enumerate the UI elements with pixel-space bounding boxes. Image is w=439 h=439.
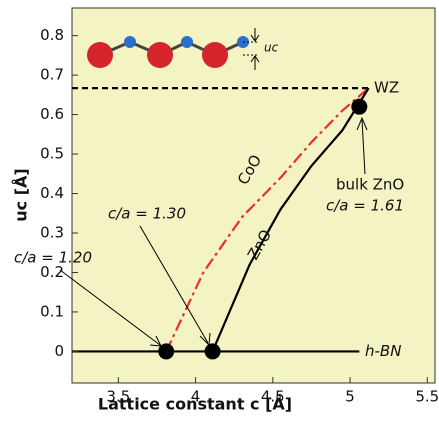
x-tick-label: 3.5 — [106, 388, 130, 406]
line-series — [211, 87, 370, 352]
point — [158, 343, 175, 360]
y-tick-label: 0 — [54, 342, 64, 360]
x-tick-label: 5 — [345, 388, 355, 406]
point — [204, 343, 221, 360]
x-tick-label: 4 — [191, 388, 201, 406]
line-series — [165, 87, 370, 352]
x-axis-label: Lattice constant c [Å] — [98, 395, 292, 414]
y-axis-label: uc [Å] — [12, 168, 31, 221]
arrow — [356, 116, 368, 175]
y-tick-label: 0.3 — [40, 224, 64, 242]
plot-area — [71, 7, 436, 384]
y-tick-label: 0.6 — [40, 105, 64, 123]
y-tick-label: 0.1 — [40, 302, 64, 320]
y-tick-label: 0.2 — [40, 263, 64, 281]
y-tick-label: 0.8 — [40, 26, 64, 44]
arrow — [59, 269, 162, 347]
annotation: c/a = 1.20 — [14, 249, 92, 267]
annotation: c/a = 1.61 — [326, 197, 404, 215]
inset-label: uc — [264, 41, 279, 55]
series-label: h-BN — [365, 342, 401, 360]
point — [351, 98, 368, 115]
series-label: WZ — [374, 79, 399, 97]
y-tick-label: 0.5 — [40, 145, 64, 163]
annotation: bulk ZnO — [336, 176, 404, 194]
y-tick-label: 0.7 — [40, 66, 64, 84]
annotation: c/a = 1.30 — [108, 205, 186, 223]
x-tick-label: 4.5 — [261, 388, 285, 406]
y-tick-label: 0.4 — [40, 184, 64, 202]
inset-structure — [87, 28, 260, 70]
plot — [72, 87, 370, 360]
x-tick-label: 5.5 — [415, 388, 439, 406]
arrow — [139, 225, 211, 347]
